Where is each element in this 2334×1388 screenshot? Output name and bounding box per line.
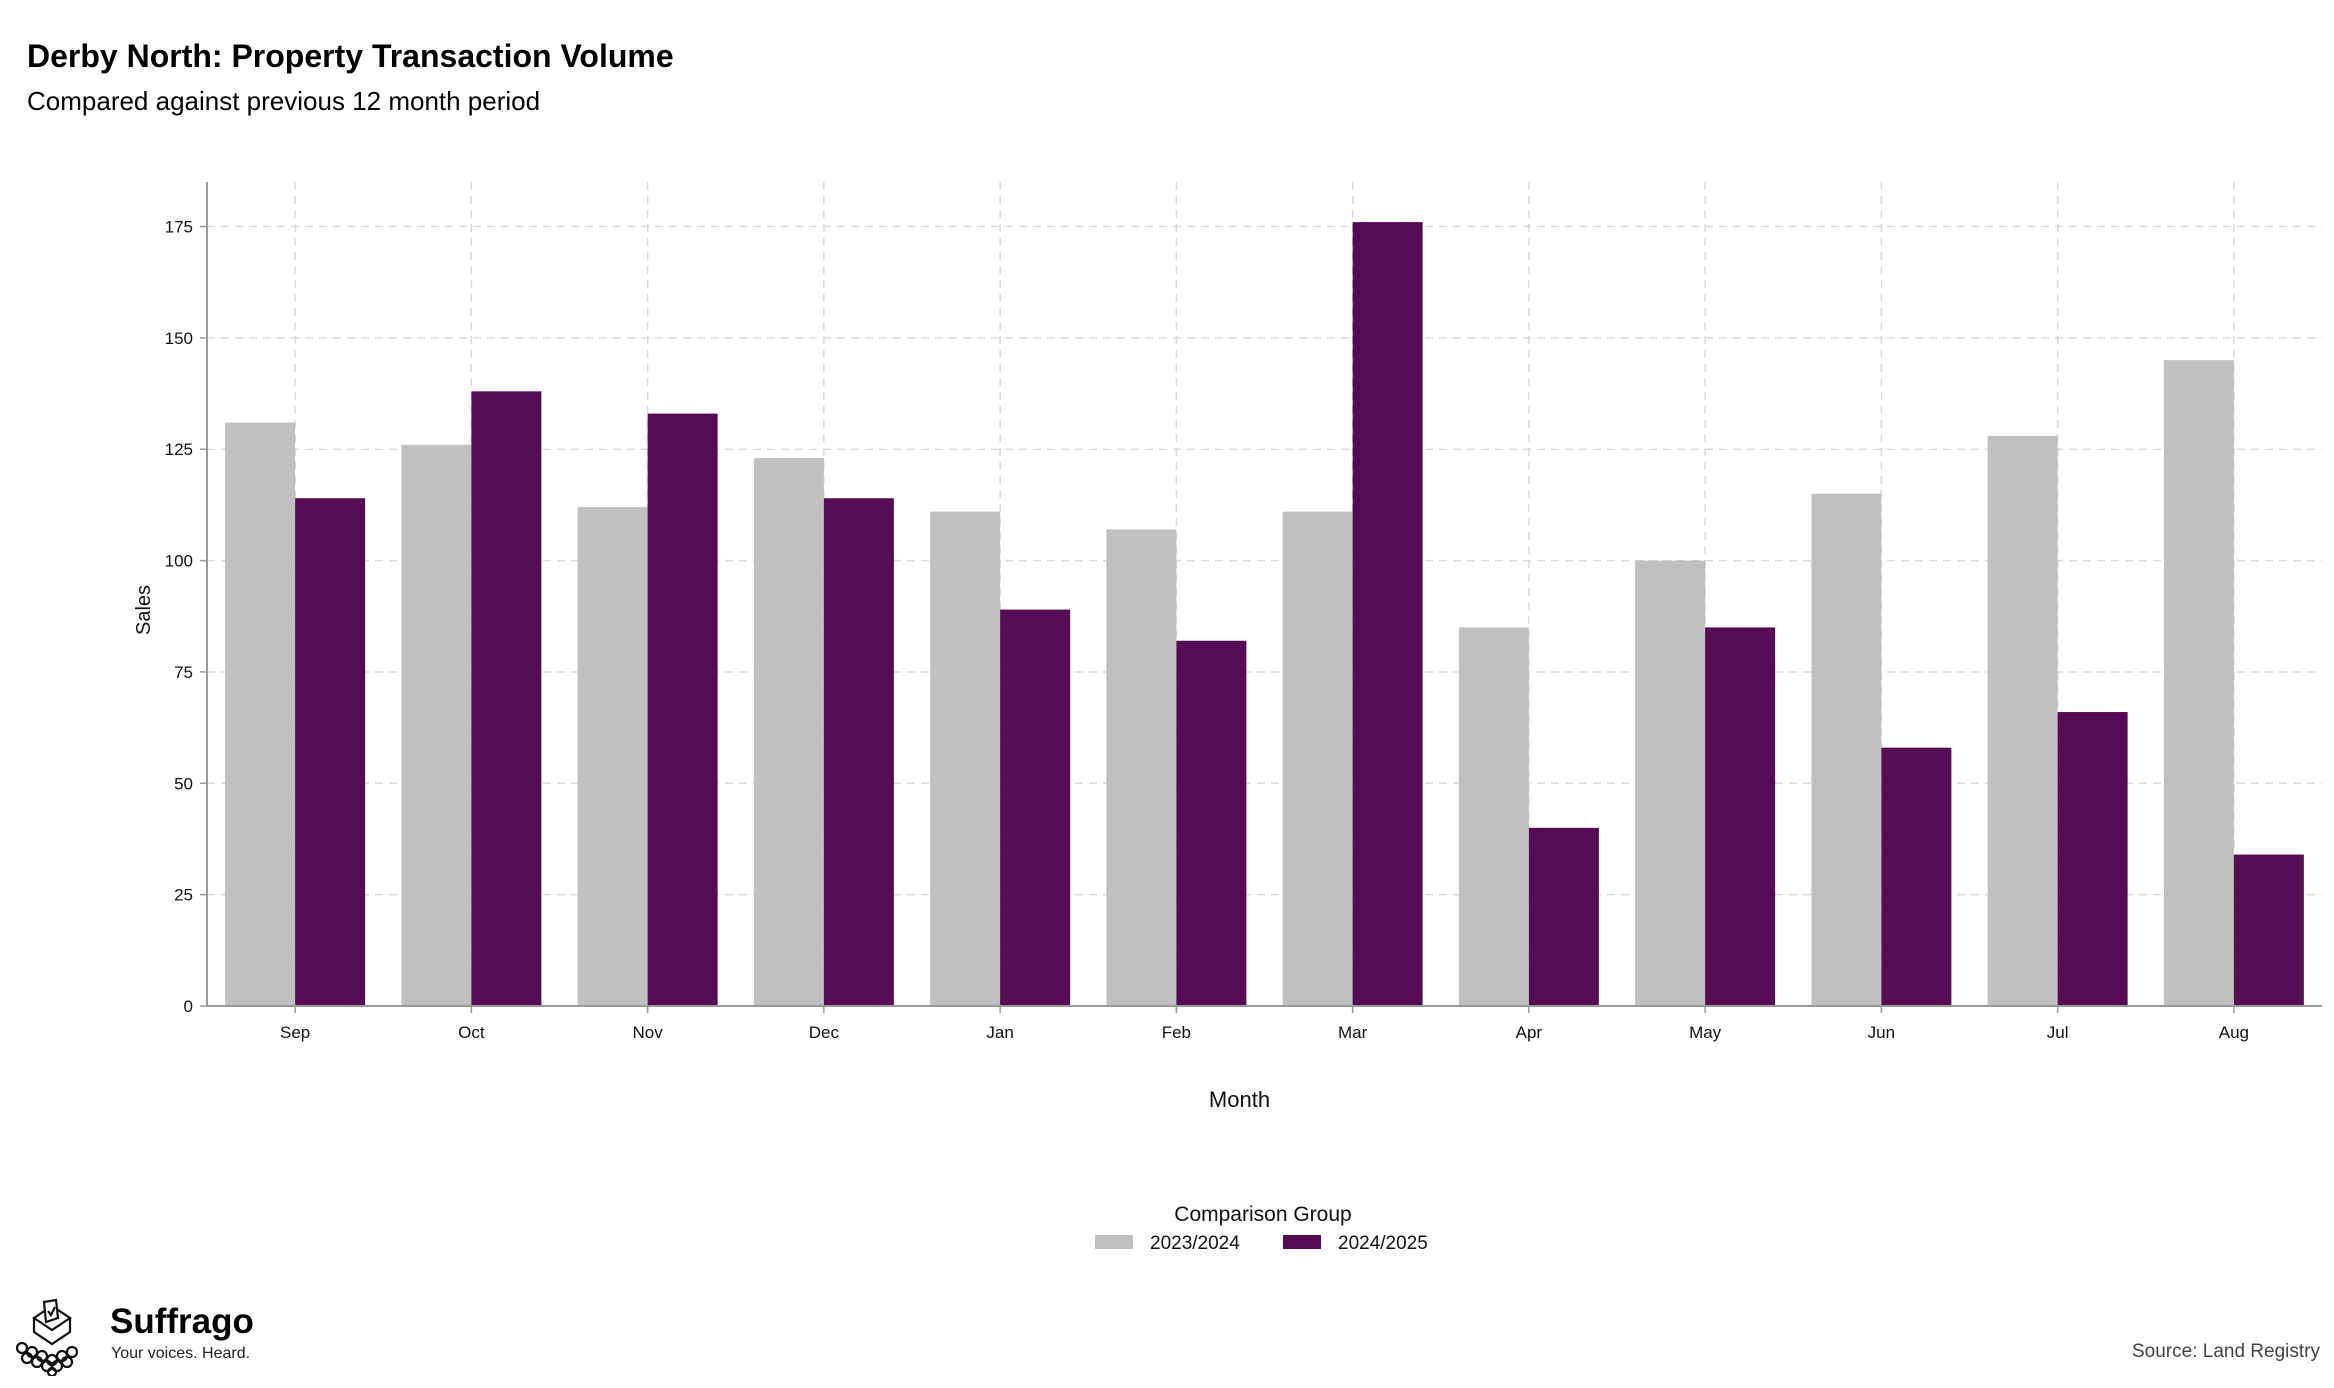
y-axis-title: Sales	[133, 585, 155, 635]
bar-2023-2024-feb	[1106, 529, 1177, 1006]
bar-2024-2025-jan	[1000, 609, 1071, 1006]
bar-2024-2025-mar	[1352, 222, 1423, 1006]
bar-2023-2024-jul	[1987, 435, 2058, 1006]
bar-2023-2024-aug	[2163, 360, 2234, 1006]
legend-swatch-2024-2025	[1283, 1235, 1321, 1249]
x-axis-title: Month	[1209, 1087, 1270, 1112]
x-tick-label: Dec	[809, 1023, 840, 1042]
y-tick-label: 125	[165, 440, 193, 459]
x-tick-label: Jan	[986, 1023, 1013, 1042]
x-tick-label: Nov	[633, 1023, 664, 1042]
source-note: Source: Land Registry	[2132, 1341, 2320, 1362]
bar-2023-2024-jan	[930, 511, 1001, 1006]
y-tick-label: 50	[174, 774, 193, 793]
bar-2023-2024-sep	[225, 422, 296, 1006]
legend-label-2023-2024: 2023/2024	[1150, 1233, 1240, 1254]
x-tick-label: Jun	[1868, 1023, 1895, 1042]
y-tick-label: 150	[165, 329, 193, 348]
x-tick-label: Sep	[280, 1023, 310, 1042]
x-tick-label: Apr	[1516, 1023, 1543, 1042]
bar-2024-2025-feb	[1176, 640, 1247, 1006]
brand-tagline: Your voices. Heard.	[111, 1345, 251, 1362]
x-tick-label: Jul	[2047, 1023, 2069, 1042]
x-tick-label: Aug	[2219, 1023, 2249, 1042]
y-tick-label: 0	[184, 997, 193, 1016]
bar-2023-2024-jun	[1811, 493, 1882, 1006]
legend-title: Comparison Group	[1174, 1203, 1351, 1226]
y-tick-label: 75	[174, 663, 193, 682]
legend-label-2024-2025: 2024/2025	[1338, 1233, 1428, 1254]
bar-2024-2025-sep	[295, 498, 366, 1006]
bar-2024-2025-jul	[2057, 712, 2128, 1006]
bar-2024-2025-aug	[2233, 854, 2304, 1006]
bar-2024-2025-jun	[1881, 747, 1952, 1006]
bar-2023-2024-dec	[753, 458, 824, 1006]
x-tick-label: May	[1689, 1023, 1722, 1042]
bar-2023-2024-mar	[1282, 511, 1353, 1006]
x-tick-label: Mar	[1338, 1023, 1368, 1042]
bar-2023-2024-may	[1635, 560, 1706, 1006]
bar-2023-2024-oct	[401, 444, 472, 1006]
bar-2023-2024-apr	[1458, 627, 1529, 1006]
y-tick-label: 25	[174, 886, 193, 905]
bar-2023-2024-nov	[577, 507, 648, 1006]
bar-2024-2025-dec	[823, 498, 894, 1006]
y-tick-label: 175	[165, 218, 193, 237]
bar-2024-2025-oct	[471, 391, 542, 1006]
chart-title: Derby North: Property Transaction Volume	[27, 38, 674, 74]
bar-2024-2025-nov	[647, 413, 718, 1006]
suffrago-logo-icon	[15, 1298, 79, 1376]
bar-2024-2025-may	[1705, 627, 1776, 1006]
chart-subtitle: Compared against previous 12 month perio…	[27, 86, 541, 116]
bar-2024-2025-apr	[1528, 827, 1599, 1006]
x-tick-label: Oct	[458, 1023, 485, 1042]
x-tick-label: Feb	[1162, 1023, 1191, 1042]
y-tick-label: 100	[165, 552, 193, 571]
brand-name: Suffrago	[110, 1302, 254, 1341]
legend-swatch-2023-2024	[1095, 1235, 1133, 1249]
